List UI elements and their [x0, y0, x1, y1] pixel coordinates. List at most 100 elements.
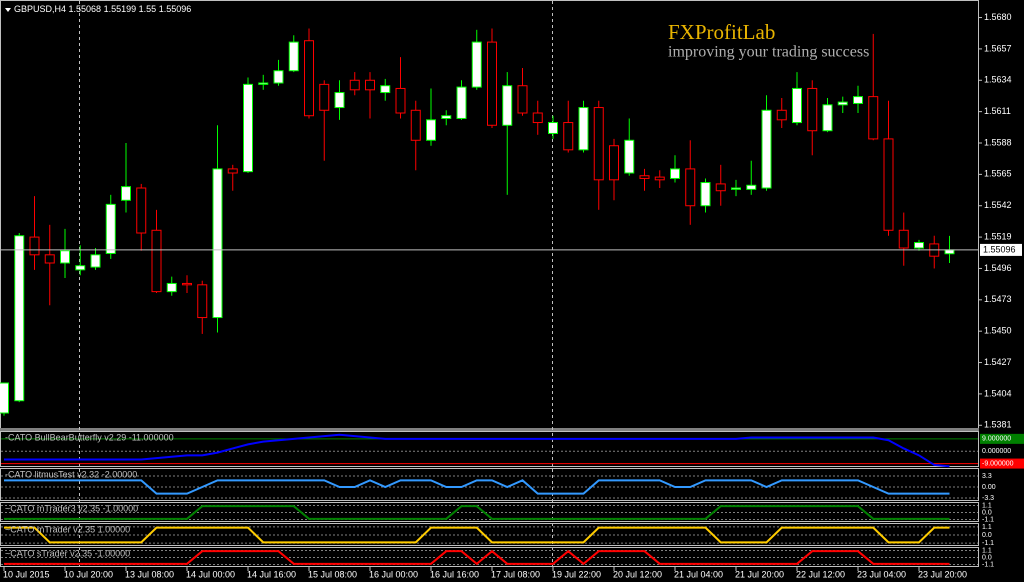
candle-body: [273, 70, 284, 84]
indicator-title: -CATO BullBearButterfly v2.29 -11.000000: [5, 432, 174, 442]
candle-body: [395, 87, 406, 114]
y-tick-label: 0.00: [982, 484, 996, 491]
candle-body: [90, 254, 101, 268]
candle-body: [471, 41, 482, 88]
y-tick-label: 1.5473: [984, 294, 1012, 304]
candle-body: [212, 168, 223, 319]
y-tick-label: 1.5634: [984, 75, 1012, 85]
candle-body: [578, 107, 589, 151]
candle-body: [898, 229, 909, 249]
candle-body: [304, 40, 314, 117]
y-tick-label: -1.1: [982, 540, 994, 547]
low-price: 1.55: [139, 4, 157, 14]
level-label-box: [980, 458, 1024, 469]
y-tick-label: 1.5611: [984, 106, 1011, 116]
candle-body: [776, 109, 787, 121]
x-tick-label: 14 Jul 16:00: [247, 569, 296, 579]
chart-header: GBPUSD,H4 1.55068 1.55199 1.55 1.55096: [14, 4, 191, 14]
candle-body: [532, 112, 543, 124]
y-tick-label: 0.000000: [982, 448, 1011, 455]
candle-body: [136, 187, 147, 234]
candle-body: [593, 107, 604, 181]
high-price: 1.55199: [104, 4, 137, 14]
y-tick-label: 1.5381: [984, 420, 1012, 430]
candle-body: [14, 235, 25, 402]
candle-body: [746, 184, 757, 190]
candle-body: [258, 82, 269, 85]
candle-body: [197, 284, 208, 319]
indicator-line: [4, 433, 950, 468]
indicator-frame: [0, 502, 979, 522]
y-tick-label: 1.5450: [984, 326, 1012, 336]
watermark-tagline: improving your trading success: [668, 44, 869, 61]
y-tick-label: -3.3: [982, 495, 994, 502]
x-tick-label: 16 Jul 16:00: [430, 569, 479, 579]
candle-body: [121, 186, 131, 201]
level-label-box: [980, 433, 1024, 444]
y-tick-label: -9.000000: [982, 460, 1014, 467]
current-price-label: 1.55096: [983, 244, 1016, 254]
candle-body: [75, 265, 86, 271]
x-tick-label: 21 Jul 20:00: [735, 569, 784, 579]
x-tick-label: 21 Jul 04:00: [674, 569, 723, 579]
candle-body: [624, 139, 635, 174]
x-tick-label: 20 Jul 12:00: [613, 569, 662, 579]
y-tick-label: 1.5565: [984, 169, 1012, 179]
indicator-frame: [0, 547, 979, 567]
indicator-title: ~CATO sTrader v2.35 -1.00000: [5, 548, 130, 558]
indicator-line: [4, 505, 950, 520]
candle-body: [151, 229, 162, 293]
y-tick-label: 1.5519: [984, 231, 1012, 241]
candle-body: [517, 85, 528, 114]
y-tick-label: 0.0: [982, 532, 992, 539]
x-tick-label: 22 Jul 12:00: [796, 569, 845, 579]
y-tick-label: 3.3: [982, 473, 992, 480]
candle-body: [365, 79, 375, 91]
x-tick-label: 16 Jul 00:00: [369, 569, 418, 579]
indicator-title: ~CATO mTrader v2.35 1.00000: [5, 524, 130, 534]
candle-body: [410, 109, 421, 141]
x-tick-label: 13 Jul 08:00: [125, 569, 174, 579]
candle-body: [487, 41, 497, 126]
y-tick-label: 1.5680: [984, 12, 1012, 22]
candle-body: [319, 83, 330, 111]
candle-body: [349, 79, 360, 91]
candle-body: [0, 382, 9, 414]
y-tick-label: 1.1: [982, 547, 992, 554]
window-separator: [0, 428, 979, 431]
indicator-line: [4, 549, 950, 566]
candle-body: [60, 250, 70, 264]
candle-body: [822, 104, 833, 132]
candle-body: [700, 182, 711, 207]
candle-body: [853, 96, 863, 104]
candle-body: [761, 109, 772, 189]
symbol: GBPUSD,H4: [14, 4, 66, 14]
indicator-frame: [0, 523, 979, 546]
menu-arrow[interactable]: [5, 8, 11, 12]
candle-body: [166, 282, 177, 293]
candle-body: [334, 92, 345, 109]
candle-body: [441, 115, 452, 119]
candle-body: [715, 183, 726, 192]
candle-body: [883, 138, 894, 231]
candle-body: [44, 254, 55, 264]
x-tick-label: 15 Jul 08:00: [308, 569, 357, 579]
close-price: 1.55096: [159, 4, 192, 14]
candle-body: [563, 122, 574, 151]
candle-body: [639, 175, 650, 179]
candle-body: [426, 119, 436, 141]
candle-body: [792, 87, 802, 124]
y-tick-label: 0.0: [982, 509, 992, 516]
x-tick-label: 14 Jul 00:00: [186, 569, 235, 579]
candle-body: [837, 101, 848, 106]
open-price: 1.55068: [69, 4, 102, 14]
y-tick-label: 1.5588: [984, 137, 1012, 147]
candle-body: [548, 122, 558, 134]
watermark-brand: FXProfitLab: [668, 20, 775, 44]
x-tick-label: 17 Jul 08:00: [491, 569, 540, 579]
x-tick-label: 10 Jul 2015: [3, 569, 50, 579]
candle-body: [654, 176, 665, 181]
y-tick-label: 9.000000: [982, 436, 1011, 443]
